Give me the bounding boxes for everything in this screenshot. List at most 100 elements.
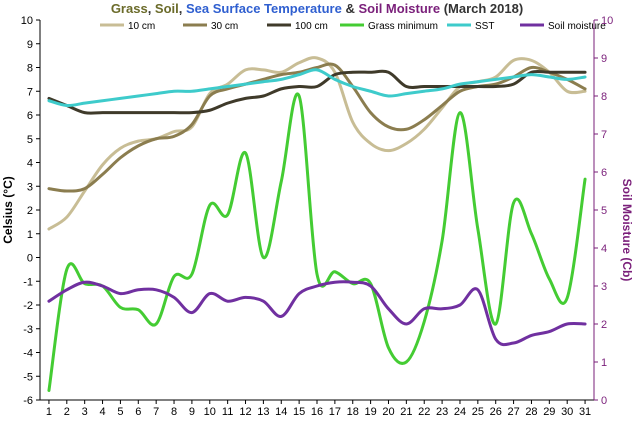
series-line-soil-moisture bbox=[47, 280, 587, 347]
x-tick-label: 5 bbox=[117, 406, 123, 418]
data-point-grass-minimum bbox=[155, 323, 158, 326]
title-part-6: Soil Moisture bbox=[358, 1, 440, 16]
legend-label-100-cm: 100 cm bbox=[295, 21, 328, 32]
y-tick-label: 1 bbox=[27, 229, 33, 241]
title-part-5: & bbox=[342, 1, 359, 16]
data-point-grass-minimum bbox=[173, 275, 176, 278]
legend-item-30-cm: 30 cm bbox=[183, 21, 238, 32]
x-tick-label: 16 bbox=[311, 406, 323, 418]
series-line-30-cm bbox=[47, 62, 587, 193]
data-point-10-cm bbox=[423, 128, 426, 131]
x-tick-label: 10 bbox=[204, 406, 216, 418]
y-tick-label: -4 bbox=[23, 348, 33, 360]
y-tick-label: -5 bbox=[23, 371, 33, 383]
data-point-sst bbox=[423, 90, 426, 93]
x-tick-label: 26 bbox=[490, 406, 502, 418]
data-point-soil-moisture bbox=[476, 288, 479, 291]
data-point-sst bbox=[208, 87, 211, 90]
data-point-30-cm bbox=[137, 144, 140, 147]
data-point-sst bbox=[244, 83, 247, 86]
data-point-sst bbox=[83, 102, 86, 105]
y-tick-label: -1 bbox=[23, 276, 33, 288]
data-point-soil-moisture bbox=[262, 300, 265, 303]
data-point-sst bbox=[530, 73, 533, 76]
data-point-sst bbox=[280, 78, 283, 81]
y-tick-label: 7 bbox=[27, 86, 33, 98]
data-point-100-cm bbox=[548, 71, 551, 74]
legend-label-grass-minimum: Grass minimum bbox=[368, 21, 438, 32]
data-point-soil-moisture bbox=[441, 307, 444, 310]
series-line-grass-minimum bbox=[47, 92, 587, 392]
data-point-sst bbox=[137, 95, 140, 98]
data-point-soil-moisture bbox=[405, 323, 408, 326]
y-tick-label: 9 bbox=[27, 39, 33, 51]
y-tick-label: 0 bbox=[27, 253, 33, 265]
data-point-soil-moisture bbox=[137, 288, 140, 291]
series-10-cm bbox=[47, 56, 587, 231]
data-point-30-cm bbox=[458, 90, 461, 93]
data-point-sst bbox=[226, 85, 229, 88]
data-point-10-cm bbox=[65, 216, 68, 219]
data-point-soil-moisture bbox=[369, 285, 372, 288]
data-point-soil-moisture bbox=[333, 281, 336, 284]
data-point-sst bbox=[548, 76, 551, 79]
y-tick-label: 4 bbox=[27, 158, 33, 170]
legend-label-10-cm: 10 cm bbox=[128, 21, 155, 32]
data-point-grass-minimum bbox=[280, 180, 283, 183]
data-point-soil-moisture bbox=[65, 288, 68, 291]
data-point-soil-moisture bbox=[351, 281, 354, 284]
y2-tick-label: 7 bbox=[601, 129, 607, 141]
data-point-sst bbox=[476, 80, 479, 83]
x-tick-label: 8 bbox=[171, 406, 177, 418]
data-point-30-cm bbox=[83, 187, 86, 190]
data-point-10-cm bbox=[369, 142, 372, 145]
data-point-sst bbox=[47, 99, 50, 102]
series-soil-moisture bbox=[47, 280, 587, 347]
legend-label-soil-moisture: Soil moisture bbox=[548, 21, 606, 32]
data-point-100-cm bbox=[262, 95, 265, 98]
data-point-soil-moisture bbox=[155, 288, 158, 291]
data-point-grass-minimum bbox=[405, 361, 408, 364]
series-100-cm bbox=[47, 69, 587, 115]
data-point-30-cm bbox=[333, 64, 336, 67]
data-point-30-cm bbox=[280, 73, 283, 76]
data-point-10-cm bbox=[405, 142, 408, 145]
x-tick-label: 17 bbox=[329, 406, 341, 418]
x-tick-label: 4 bbox=[99, 406, 105, 418]
x-tick-label: 6 bbox=[135, 406, 141, 418]
data-point-grass-minimum bbox=[208, 204, 211, 207]
data-point-100-cm bbox=[387, 71, 390, 74]
data-point-grass-minimum bbox=[512, 201, 515, 204]
data-point-100-cm bbox=[369, 71, 372, 74]
legend-label-sst: SST bbox=[475, 21, 494, 32]
x-tick-label: 24 bbox=[454, 406, 466, 418]
y-tick-label: 10 bbox=[21, 15, 33, 27]
data-point-10-cm bbox=[387, 149, 390, 152]
x-tick-label: 23 bbox=[436, 406, 448, 418]
data-point-10-cm bbox=[47, 228, 50, 231]
data-point-30-cm bbox=[387, 125, 390, 128]
data-point-soil-moisture bbox=[190, 311, 193, 314]
data-point-30-cm bbox=[405, 128, 408, 131]
y-tick-label: 3 bbox=[27, 181, 33, 193]
data-point-10-cm bbox=[566, 90, 569, 93]
data-point-10-cm bbox=[351, 121, 354, 124]
x-tick-label: 27 bbox=[507, 406, 519, 418]
data-point-10-cm bbox=[512, 59, 515, 62]
data-point-soil-moisture bbox=[101, 285, 104, 288]
series-line-sst bbox=[47, 68, 587, 108]
x-tick-label: 31 bbox=[579, 406, 591, 418]
data-point-sst bbox=[441, 87, 444, 90]
data-point-grass-minimum bbox=[584, 178, 587, 181]
data-point-sst bbox=[316, 68, 319, 71]
data-point-sst bbox=[65, 104, 68, 107]
data-point-sst bbox=[566, 78, 569, 81]
data-point-30-cm bbox=[530, 66, 533, 69]
data-point-soil-moisture bbox=[458, 304, 461, 307]
data-point-grass-minimum bbox=[298, 95, 301, 98]
y2-tick-label: 5 bbox=[601, 205, 607, 217]
y-axis-title: Celsius (°C) bbox=[1, 176, 15, 243]
data-point-sst bbox=[155, 92, 158, 95]
title-part-4: Sea Surface Temperature bbox=[186, 1, 342, 16]
data-point-sst bbox=[190, 90, 193, 93]
